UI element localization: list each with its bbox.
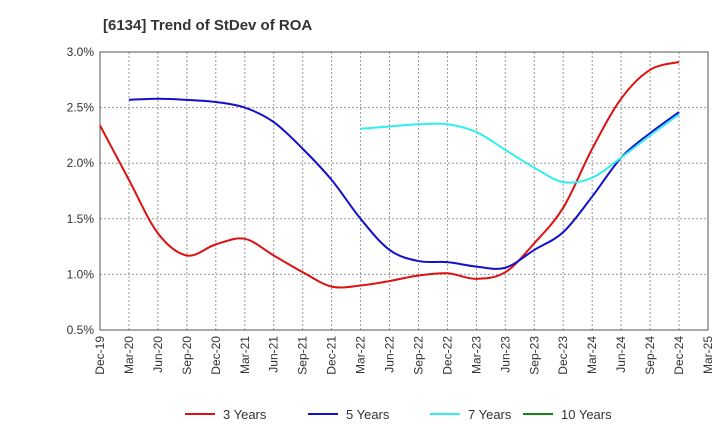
series-line-3-years <box>99 61 680 289</box>
series-line-7-years <box>360 113 680 184</box>
series-lines <box>99 61 680 289</box>
y-tick-label: 1.5% <box>67 212 95 226</box>
x-axis: Dec-19 Mar-20 Jun-20 Sep-20 Dec-20 Mar-21 Jun-… <box>93 336 715 375</box>
x-tick-label: Mar-22 <box>354 336 368 374</box>
x-tick-label: Sep-21 <box>296 336 310 375</box>
x-tick-label: Sep-20 <box>180 336 194 375</box>
x-tick-label: Mar-20 <box>122 336 136 374</box>
x-tick-label: Jun-23 <box>498 336 512 373</box>
x-tick-label: Sep-24 <box>643 336 657 375</box>
x-tick-label: Dec-24 <box>672 336 686 375</box>
x-tick-label: Sep-22 <box>411 336 425 375</box>
x-tick-label: Dec-22 <box>440 336 454 375</box>
grid <box>100 52 708 330</box>
x-tick-label: Jun-24 <box>614 336 628 373</box>
y-tick-label: 2.0% <box>67 156 95 170</box>
y-tick-label: 3.0% <box>67 45 95 59</box>
y-axis: 0.5% 1.0% 1.5% 2.0% 2.5% 3.0% <box>67 45 95 337</box>
series-line-5-years <box>128 97 680 270</box>
x-tick-label: Jun-21 <box>267 336 281 373</box>
x-tick-label: Mar-21 <box>238 336 252 374</box>
x-tick-label: Dec-23 <box>556 336 570 375</box>
x-tick-label: Dec-20 <box>209 336 223 375</box>
legend-label: 5 Years <box>346 407 390 422</box>
y-tick-label: 1.0% <box>67 267 95 281</box>
legend-label: 3 Years <box>223 407 267 422</box>
x-tick-label: Dec-19 <box>93 336 107 375</box>
x-tick-label: Jun-22 <box>383 336 397 373</box>
x-tick-label: Mar-24 <box>585 336 599 374</box>
legend-label: 7 Years <box>468 407 512 422</box>
plot-area <box>99 51 709 331</box>
legend: 3 Years 5 Years 7 Years 10 Years <box>185 407 612 422</box>
x-tick-label: Dec-21 <box>325 336 339 375</box>
y-tick-label: 0.5% <box>67 323 95 337</box>
plot-border <box>99 51 709 331</box>
y-tick-label: 2.5% <box>67 101 95 115</box>
chart-title: [6134] Trend of StDev of ROA <box>103 17 312 34</box>
x-tick-label: Sep-23 <box>527 336 541 375</box>
legend-label: 10 Years <box>561 407 612 422</box>
x-tick-label: Jun-20 <box>151 336 165 373</box>
x-tick-label: Mar-23 <box>469 336 483 374</box>
x-tick-label: Mar-25 <box>701 336 715 374</box>
